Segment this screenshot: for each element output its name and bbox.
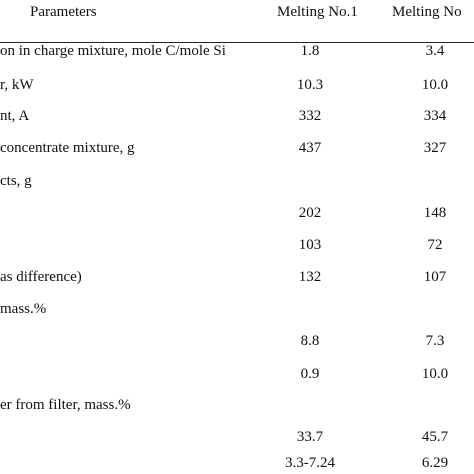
row-melting-1: 103 bbox=[298, 237, 322, 253]
row-melting-2: 45.7 bbox=[421, 429, 449, 445]
row-melting-2: 107 bbox=[423, 269, 447, 285]
table-row: 202 148 bbox=[0, 203, 474, 223]
row-melting-1: 132 bbox=[298, 269, 322, 285]
row-melting-2: 7.3 bbox=[425, 333, 445, 349]
row-melting-1: 8.8 bbox=[300, 333, 320, 349]
table-row: 0.9 10.0 bbox=[0, 364, 474, 384]
row-melting-2: 148 bbox=[423, 205, 447, 221]
row-melting-2: 10.0 bbox=[421, 77, 449, 93]
row-parameter: er from filter, mass.% bbox=[0, 397, 131, 413]
table-row: concentrate mixture, g 437 327 bbox=[0, 138, 474, 158]
row-melting-2: 334 bbox=[423, 108, 447, 124]
table-row: cts, g bbox=[0, 171, 474, 191]
row-melting-1: 3.3-7.24 bbox=[285, 455, 335, 471]
row-melting-1: 1.8 bbox=[300, 43, 320, 59]
row-melting-2: 327 bbox=[423, 140, 447, 156]
header-parameters: Parameters bbox=[30, 4, 97, 20]
row-parameter: as difference) bbox=[0, 269, 82, 285]
table-row: 8.8 7.3 bbox=[0, 331, 474, 351]
row-melting-2: 3.4 bbox=[425, 43, 445, 59]
row-melting-1: 10.3 bbox=[296, 77, 324, 93]
row-melting-2: 10.0 bbox=[421, 366, 449, 382]
table-row: 3.3-7.24 6.29 bbox=[0, 453, 474, 473]
row-parameter: nt, A bbox=[0, 108, 30, 124]
row-parameter: r, kW bbox=[0, 77, 34, 93]
table-row: er from filter, mass.% bbox=[0, 395, 474, 415]
table-row: nt, A 332 334 bbox=[0, 106, 474, 126]
row-parameter: mass.% bbox=[0, 301, 47, 317]
table-row: r, kW 10.3 10.0 bbox=[0, 75, 474, 95]
table-row: as difference) 132 107 bbox=[0, 267, 474, 287]
row-parameter: cts, g bbox=[0, 173, 32, 189]
row-melting-2: 72 bbox=[427, 237, 443, 253]
row-melting-2: 6.29 bbox=[421, 455, 449, 471]
header-melting-2: Melting No bbox=[392, 4, 462, 20]
table-row: 33.7 45.7 bbox=[0, 427, 474, 447]
table-row: mass.% bbox=[0, 299, 474, 319]
row-melting-1: 202 bbox=[298, 205, 322, 221]
row-parameter: concentrate mixture, g bbox=[0, 140, 135, 156]
table-row: on in charge mixture, mole C/mole Si 1.8… bbox=[0, 41, 474, 61]
row-melting-1: 0.9 bbox=[300, 366, 320, 382]
header-melting-1: Melting No.1 bbox=[277, 4, 358, 20]
header-rule bbox=[0, 42, 474, 43]
row-melting-1: 33.7 bbox=[296, 429, 324, 445]
table-row: 103 72 bbox=[0, 235, 474, 255]
row-melting-1: 437 bbox=[298, 140, 322, 156]
row-parameter: on in charge mixture, mole C/mole Si bbox=[0, 43, 226, 59]
row-melting-1: 332 bbox=[298, 108, 322, 124]
